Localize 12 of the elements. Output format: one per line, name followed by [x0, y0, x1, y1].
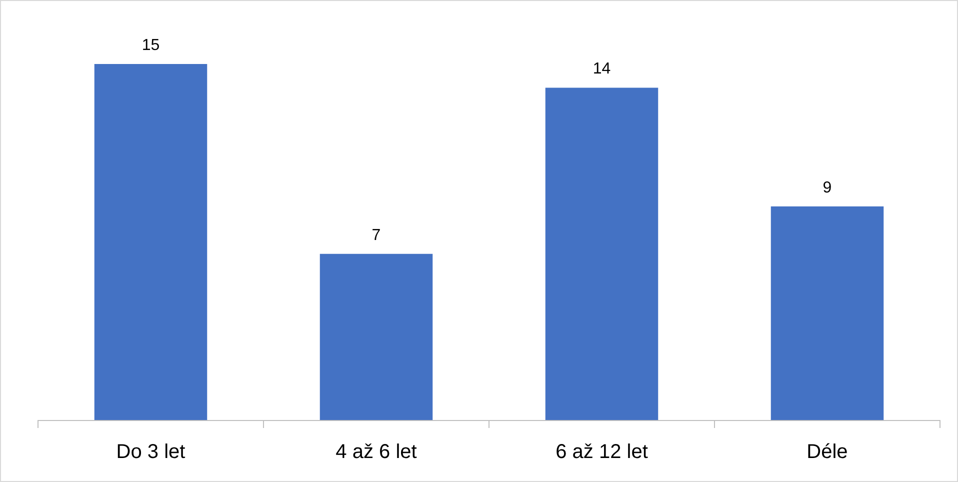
data-label: 9	[822, 179, 832, 196]
data-label: 15	[142, 37, 160, 54]
x-tick-label: 6 až 12 let	[556, 441, 648, 463]
bar	[320, 254, 433, 420]
bar	[770, 206, 884, 420]
x-tick-label: Déle	[806, 441, 848, 463]
data-label: 14	[592, 60, 611, 78]
bar	[545, 88, 658, 420]
x-tick-label: Do 3 let	[116, 441, 186, 463]
data-label: 7	[372, 226, 381, 244]
bar	[94, 64, 208, 420]
x-tick-label: 4 až 6 let	[336, 441, 418, 463]
